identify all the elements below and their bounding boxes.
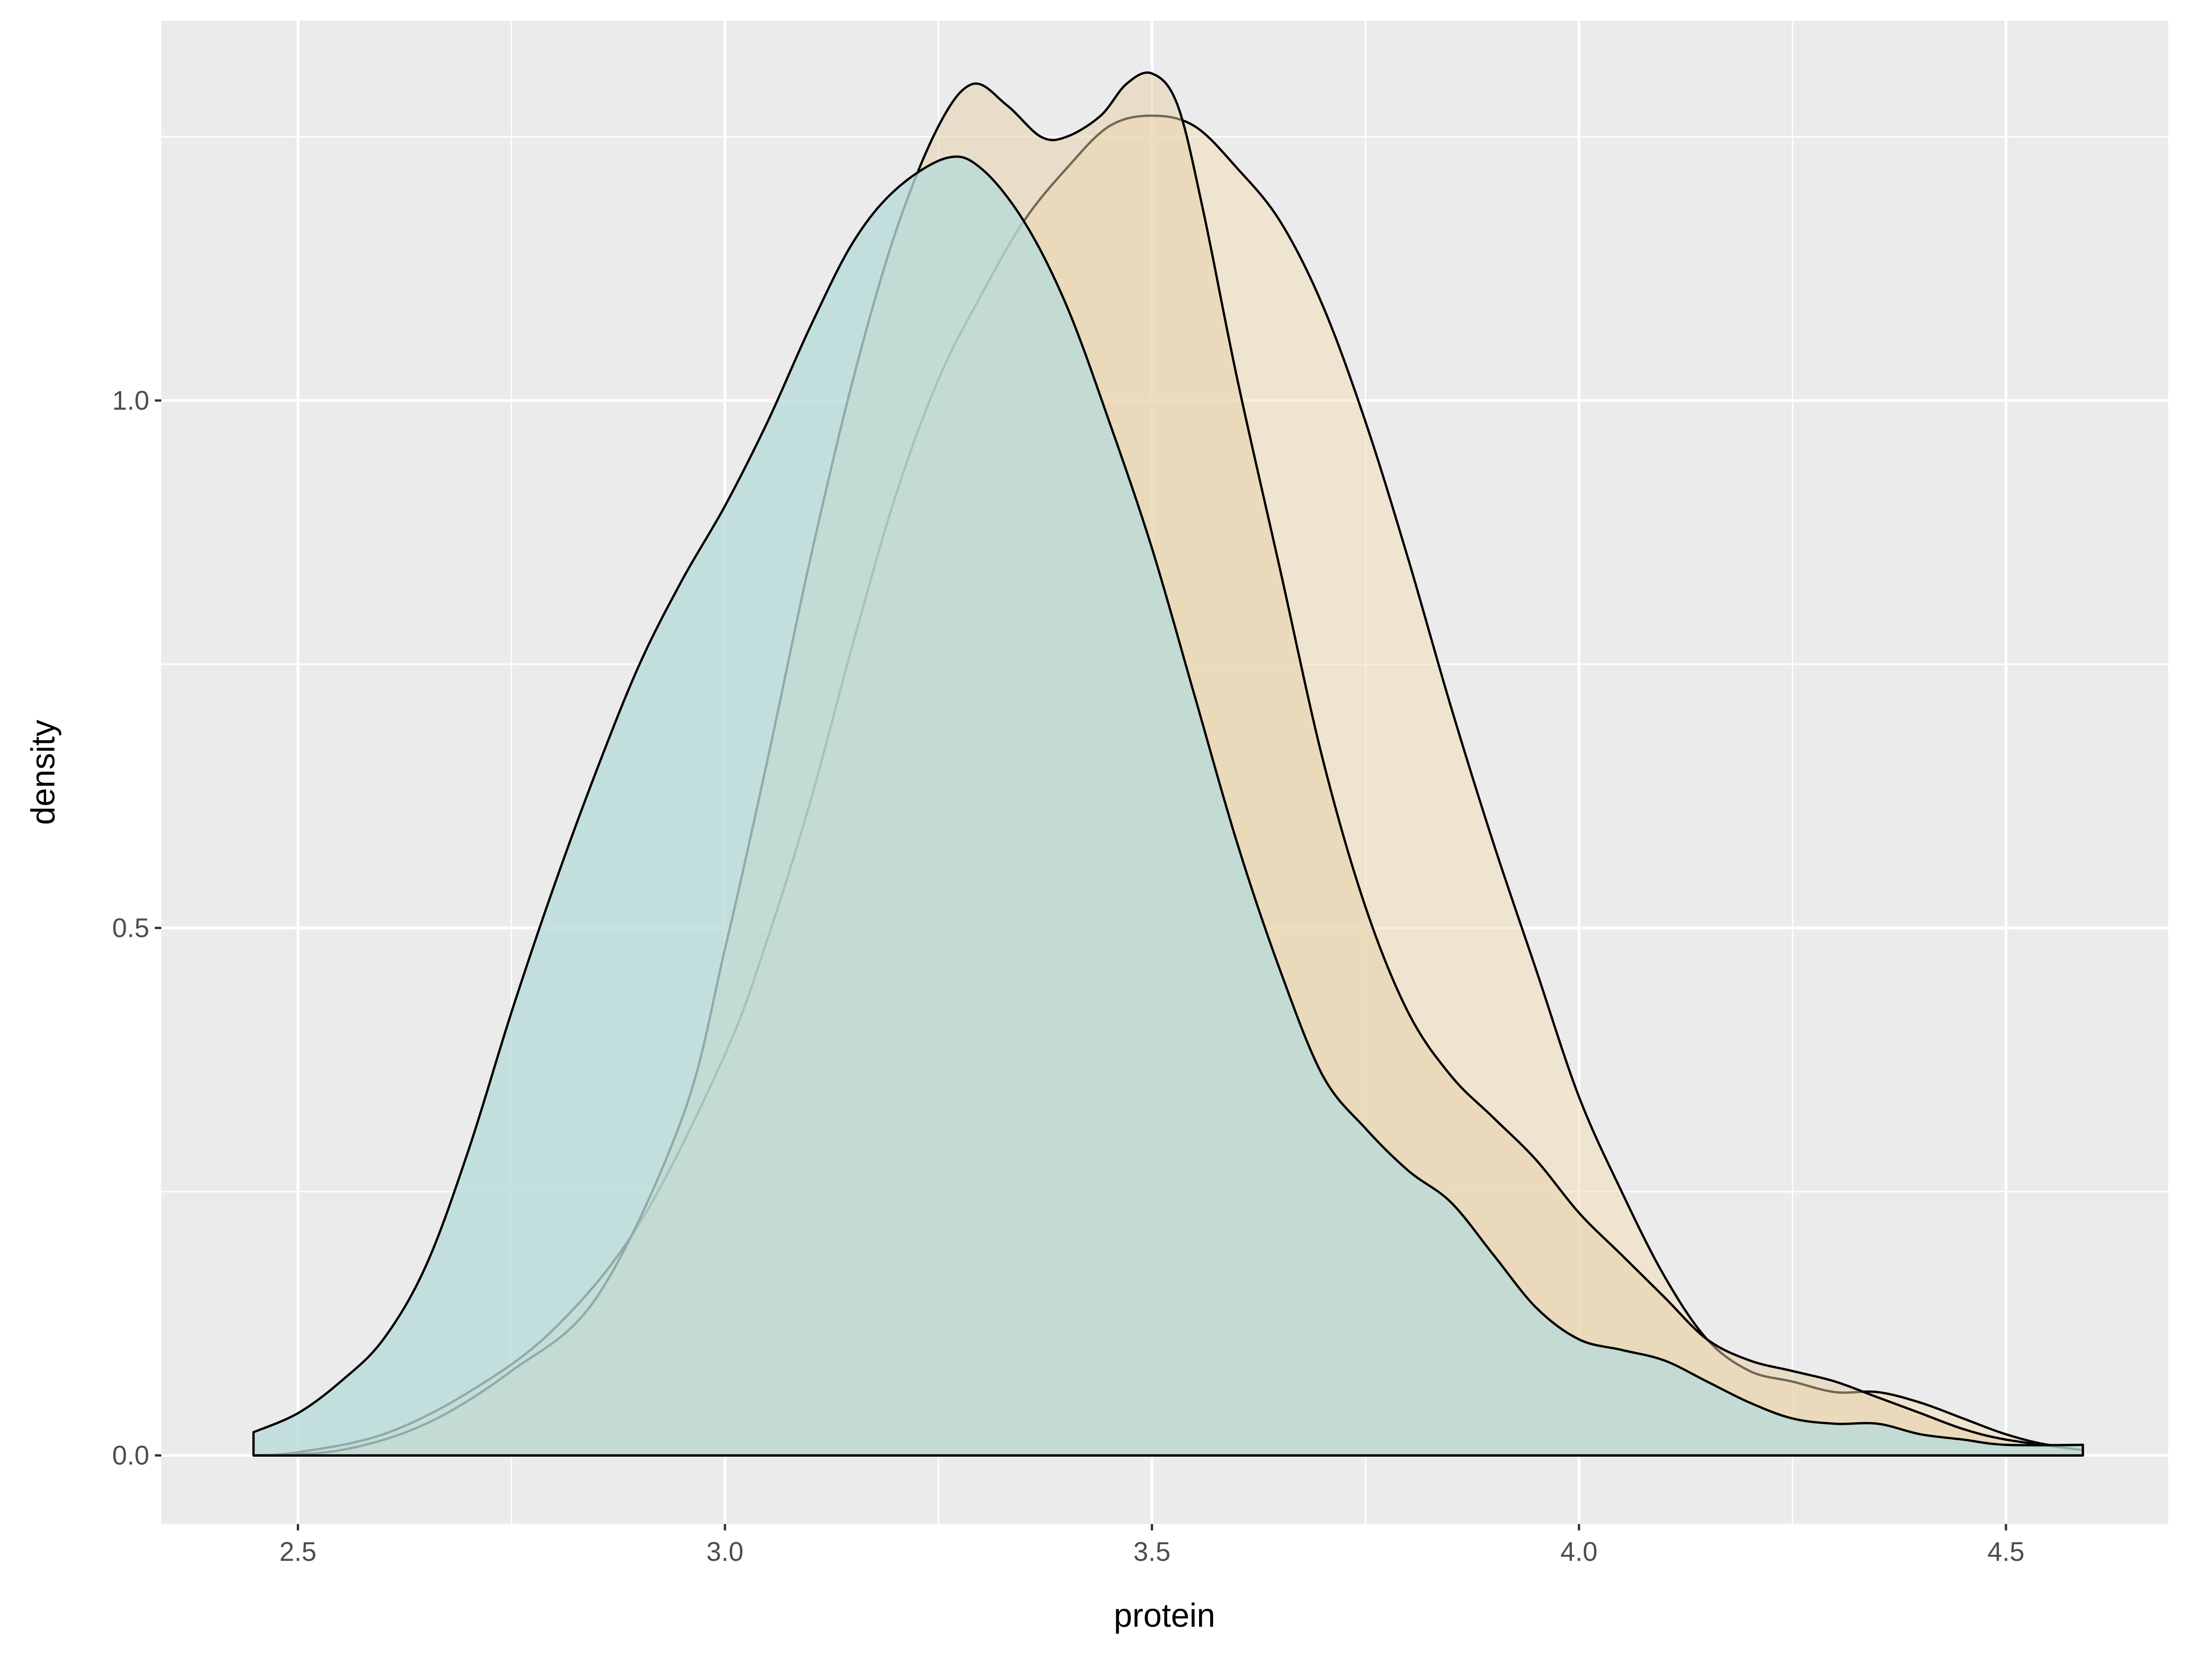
x-tick-label: 4.5 xyxy=(1988,1537,2025,1567)
x-tick-label: 3.0 xyxy=(706,1537,744,1567)
density-area-3 xyxy=(252,155,2084,1457)
x-tick-label: 3.5 xyxy=(1133,1537,1171,1567)
axes: 2.5 3.0 3.5 4.0 4.5 0.0 0.5 1.0 xyxy=(112,386,2024,1567)
y-tick-label: 0.0 xyxy=(112,1441,149,1471)
x-axis-title: protein xyxy=(1114,1597,1215,1634)
y-tick-label: 0.5 xyxy=(112,913,149,943)
density-areas xyxy=(252,71,2084,1457)
y-axis-title: density xyxy=(25,720,62,825)
x-tick-label: 2.5 xyxy=(279,1537,317,1567)
x-tick-label: 4.0 xyxy=(1560,1537,1598,1567)
y-tick-label: 1.0 xyxy=(112,386,149,416)
